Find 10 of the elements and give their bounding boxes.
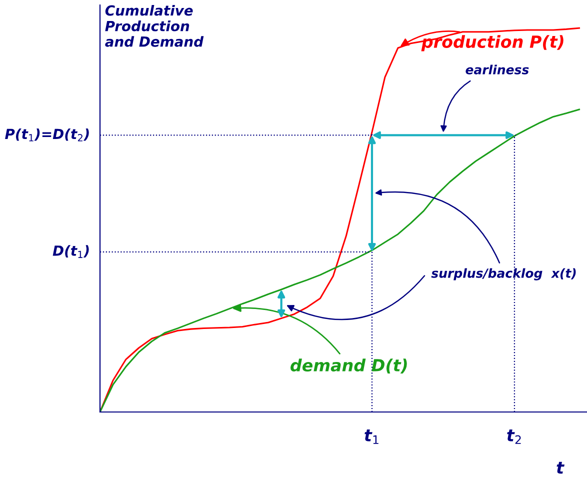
- text: demand D(t): [290, 358, 407, 374]
- x-tick-label: t$_{2}$: [507, 429, 521, 444]
- legend-label: production P(t): [421, 35, 564, 52]
- x-axis-title: t: [556, 462, 564, 474]
- y-axis-title: Cumulative Production and Demand: [105, 5, 204, 47]
- ref-line-label: P(t$_{1}$)=D(t$_{2}$): [5, 128, 89, 142]
- annotation: surplus/backlog x(t): [431, 268, 576, 280]
- x-tick-label: t$_{1}$: [364, 429, 378, 444]
- ref-line-label: D(t$_{1}$): [52, 245, 89, 258]
- annotation: earliness: [466, 64, 529, 74]
